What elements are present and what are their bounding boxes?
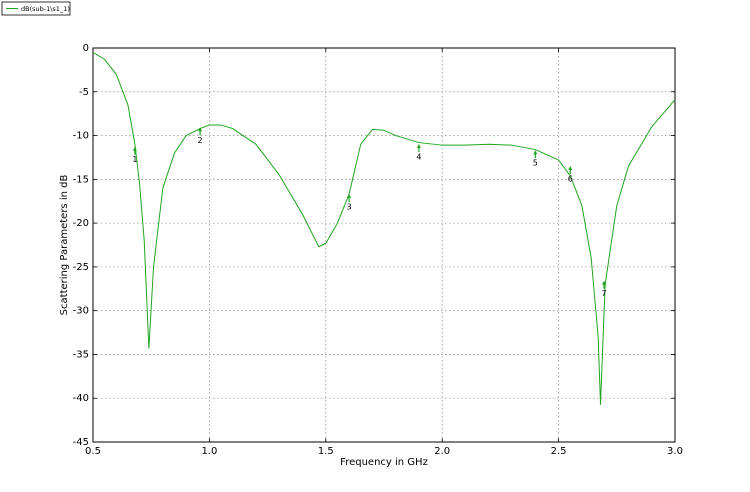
y-axis-label: Scattering Parameters in dB xyxy=(59,175,70,316)
y-tick-label: -45 xyxy=(73,437,89,448)
x-tick-label: 1.0 xyxy=(201,446,217,457)
x-tick-label: 3.0 xyxy=(667,446,683,457)
marker-label: 4 xyxy=(416,153,421,162)
plot-frame xyxy=(92,47,676,443)
x-tick-label: 2.5 xyxy=(551,446,567,457)
marker-label: 2 xyxy=(198,136,203,145)
y-tick-label: -30 xyxy=(73,306,89,317)
x-tick-label: 0.5 xyxy=(85,446,101,457)
legend-box xyxy=(1,1,71,16)
marker-arrow xyxy=(533,150,538,155)
marker-arrow xyxy=(416,144,421,149)
marker-label: 6 xyxy=(568,174,573,183)
y-tick-label: -15 xyxy=(73,174,89,185)
marker-label: 5 xyxy=(533,159,538,168)
marker-label: 7 xyxy=(601,289,606,298)
x-axis-label: Frequency in GHz xyxy=(340,457,428,468)
x-tick-label: 1.5 xyxy=(318,446,334,457)
y-tick-label: -40 xyxy=(73,393,89,404)
y-tick-label: -25 xyxy=(73,262,89,273)
x-tick-label: 2.0 xyxy=(434,446,450,457)
marker-label: 3 xyxy=(347,202,352,211)
marker-label: 1 xyxy=(132,155,137,164)
y-tick-label: -5 xyxy=(79,87,89,98)
marker-arrow xyxy=(198,127,203,132)
marker-arrow xyxy=(568,165,573,170)
y-tick-label: 0 xyxy=(83,43,89,54)
marker-arrow xyxy=(601,280,606,285)
y-tick-label: -20 xyxy=(73,218,89,229)
legend-label: dB(sub-1\s1_1) xyxy=(21,5,70,13)
y-tick-label: -10 xyxy=(73,131,89,142)
series-line xyxy=(92,51,676,405)
y-tick-label: -35 xyxy=(73,349,89,360)
marker-arrow xyxy=(347,193,352,198)
marker-arrow xyxy=(132,146,137,151)
